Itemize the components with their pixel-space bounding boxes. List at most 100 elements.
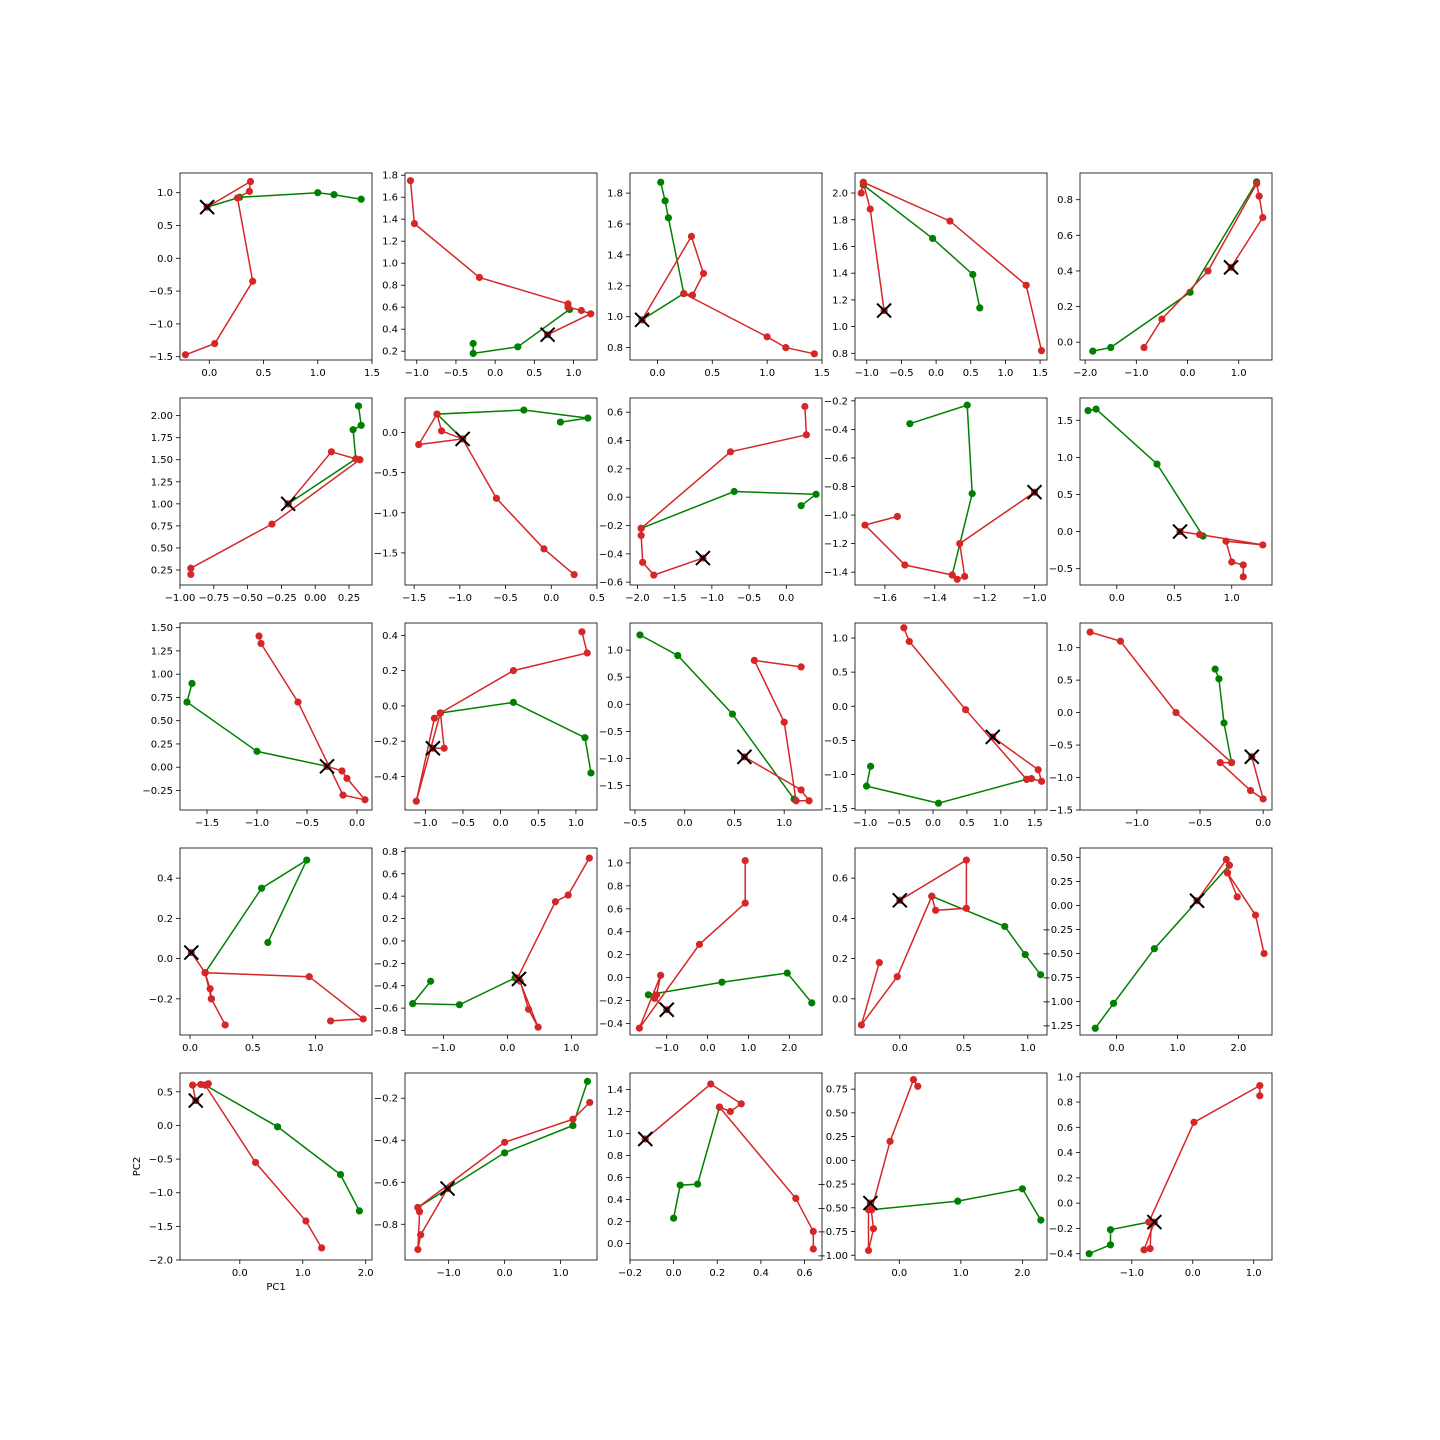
plot-area: [183, 856, 367, 1029]
green-series-point: [469, 349, 477, 357]
x-tick-label: −0.75: [198, 593, 229, 604]
red-series-point: [1172, 709, 1180, 717]
x-tick-label: 0.2: [709, 1268, 725, 1279]
x-tick-label: 0.0: [891, 1268, 907, 1279]
green-series-point: [183, 698, 191, 706]
y-tick-label: −1.4: [824, 568, 848, 579]
y-tick-label: −1.5: [1049, 806, 1073, 817]
green-series-point: [797, 502, 805, 510]
y-tick-label: 1.6: [382, 193, 398, 204]
plot-area: [183, 632, 369, 804]
y-tick-label: 0.50: [826, 1108, 848, 1119]
y-tick-label: 0.00: [1051, 901, 1073, 912]
red-series-line: [860, 858, 968, 1026]
x-tick-label: −0.5: [451, 818, 475, 829]
y-tick-label: 1.50: [151, 455, 173, 466]
green-series-point: [1021, 950, 1029, 959]
x-tick-label: −2.0: [625, 593, 649, 604]
x-tick-label: 1.0: [566, 368, 582, 379]
green-series-point: [509, 698, 518, 706]
y-tick-label: 0.0: [1057, 527, 1073, 538]
y-tick-label: 1.0: [607, 646, 623, 657]
red-series-point: [412, 797, 420, 805]
green-series-point: [357, 195, 365, 203]
x-tick-label: −1.0: [853, 818, 877, 829]
y-tick-label: 0.6: [382, 303, 398, 314]
plot-area: [634, 178, 818, 358]
x-tick-label: −0.5: [737, 593, 761, 604]
x-tick-label: −1.0: [700, 593, 724, 604]
red-series-point: [953, 575, 961, 583]
y-tick-label: 0.50: [151, 543, 173, 554]
y-tick-label: −0.25: [1042, 925, 1073, 936]
green-series-point: [1107, 343, 1115, 352]
subplot-19: 0.0 0.5 1.0 0.0 0.2 0.4 0.6: [832, 847, 1048, 1054]
red-series-point: [1023, 775, 1031, 783]
y-tick-label: 0.0: [157, 254, 173, 265]
y-tick-label: 0.0: [1057, 708, 1073, 719]
y-tick-label: 0.5: [1057, 676, 1073, 687]
green-series-line: [287, 405, 363, 505]
x-tick-label: 1.5: [814, 368, 830, 379]
red-series-point: [1228, 558, 1236, 566]
red-series-point: [866, 205, 874, 213]
red-series-point: [1116, 637, 1125, 645]
red-series-point: [410, 220, 419, 228]
x-marker: [862, 1195, 879, 1211]
green-series-point: [969, 270, 977, 279]
y-tick-label: 0.8: [382, 847, 398, 858]
y-tick-label: −0.4: [374, 981, 398, 992]
red-series-line: [190, 952, 366, 1026]
x-tick-label: 0.00: [304, 593, 326, 604]
plot-area: [188, 1080, 364, 1252]
red-series-point: [302, 1217, 310, 1225]
green-series-point: [569, 1121, 577, 1130]
green-series-point: [514, 343, 522, 351]
y-tick-label: 1.8: [382, 171, 398, 182]
y-tick-label: −0.5: [824, 736, 848, 747]
y-tick-label: 1.75: [151, 433, 173, 444]
x-tick-label: −1.5: [663, 593, 687, 604]
x-tick-label: −0.5: [1188, 818, 1212, 829]
y-tick-label: 0.6: [607, 1173, 623, 1184]
plot-area: [1084, 405, 1267, 581]
red-series-point: [187, 564, 195, 572]
y-tick-label: −0.4: [599, 1019, 623, 1030]
x-tick-label: 0.5: [956, 1043, 972, 1054]
red-series-point: [657, 971, 665, 979]
y-tick-label: 0.75: [151, 521, 173, 532]
x-tick-label: 1.0: [997, 368, 1013, 379]
green-series-point: [644, 991, 652, 999]
y-tick-label: 1.0: [1057, 643, 1073, 654]
x-tick-label: 0.0: [666, 1268, 682, 1279]
x-marker: [892, 892, 908, 908]
green-series-point: [501, 1149, 509, 1157]
y-tick-label: −0.4: [374, 1136, 398, 1147]
subplot-15: −1.0 −0.5 0.0 −1.5 −1.0 −0.5 0.0 0.5 1.0: [1049, 622, 1273, 829]
red-series-point: [946, 217, 954, 225]
y-tick-label: 0.8: [382, 281, 398, 292]
y-tick-label: 0.25: [826, 1132, 848, 1143]
y-tick-label: −0.2: [1049, 1224, 1073, 1235]
y-tick-label: −2.0: [149, 1256, 173, 1267]
green-series-point: [976, 304, 984, 312]
green-series-point: [584, 414, 592, 422]
y-tick-label: −1.0: [824, 770, 848, 781]
x-marker: [539, 326, 556, 343]
y-tick-label: 0.2: [607, 1217, 623, 1228]
axes-frame: [854, 847, 1048, 1036]
y-tick-label: 1.4: [607, 250, 623, 261]
green-series-point: [427, 977, 435, 985]
x-marker: [183, 944, 200, 961]
x-tick-label: 0.0: [493, 818, 509, 829]
x-marker: [425, 740, 441, 756]
green-series-line: [417, 1081, 589, 1209]
green-series-line: [862, 184, 981, 309]
y-tick-label: 0.4: [382, 325, 398, 336]
red-series-point: [797, 786, 805, 794]
red-series-point: [570, 570, 578, 579]
x-tick-label: 0.5: [1166, 593, 1182, 604]
red-series-point: [1256, 1092, 1264, 1100]
subplot-24: 0.0 1.0 2.0 −1.00 −0.75 −0.50 −0.25 0.00 0.25 0.5…: [817, 1072, 1048, 1279]
x-tick-label: 0.5: [959, 818, 975, 829]
